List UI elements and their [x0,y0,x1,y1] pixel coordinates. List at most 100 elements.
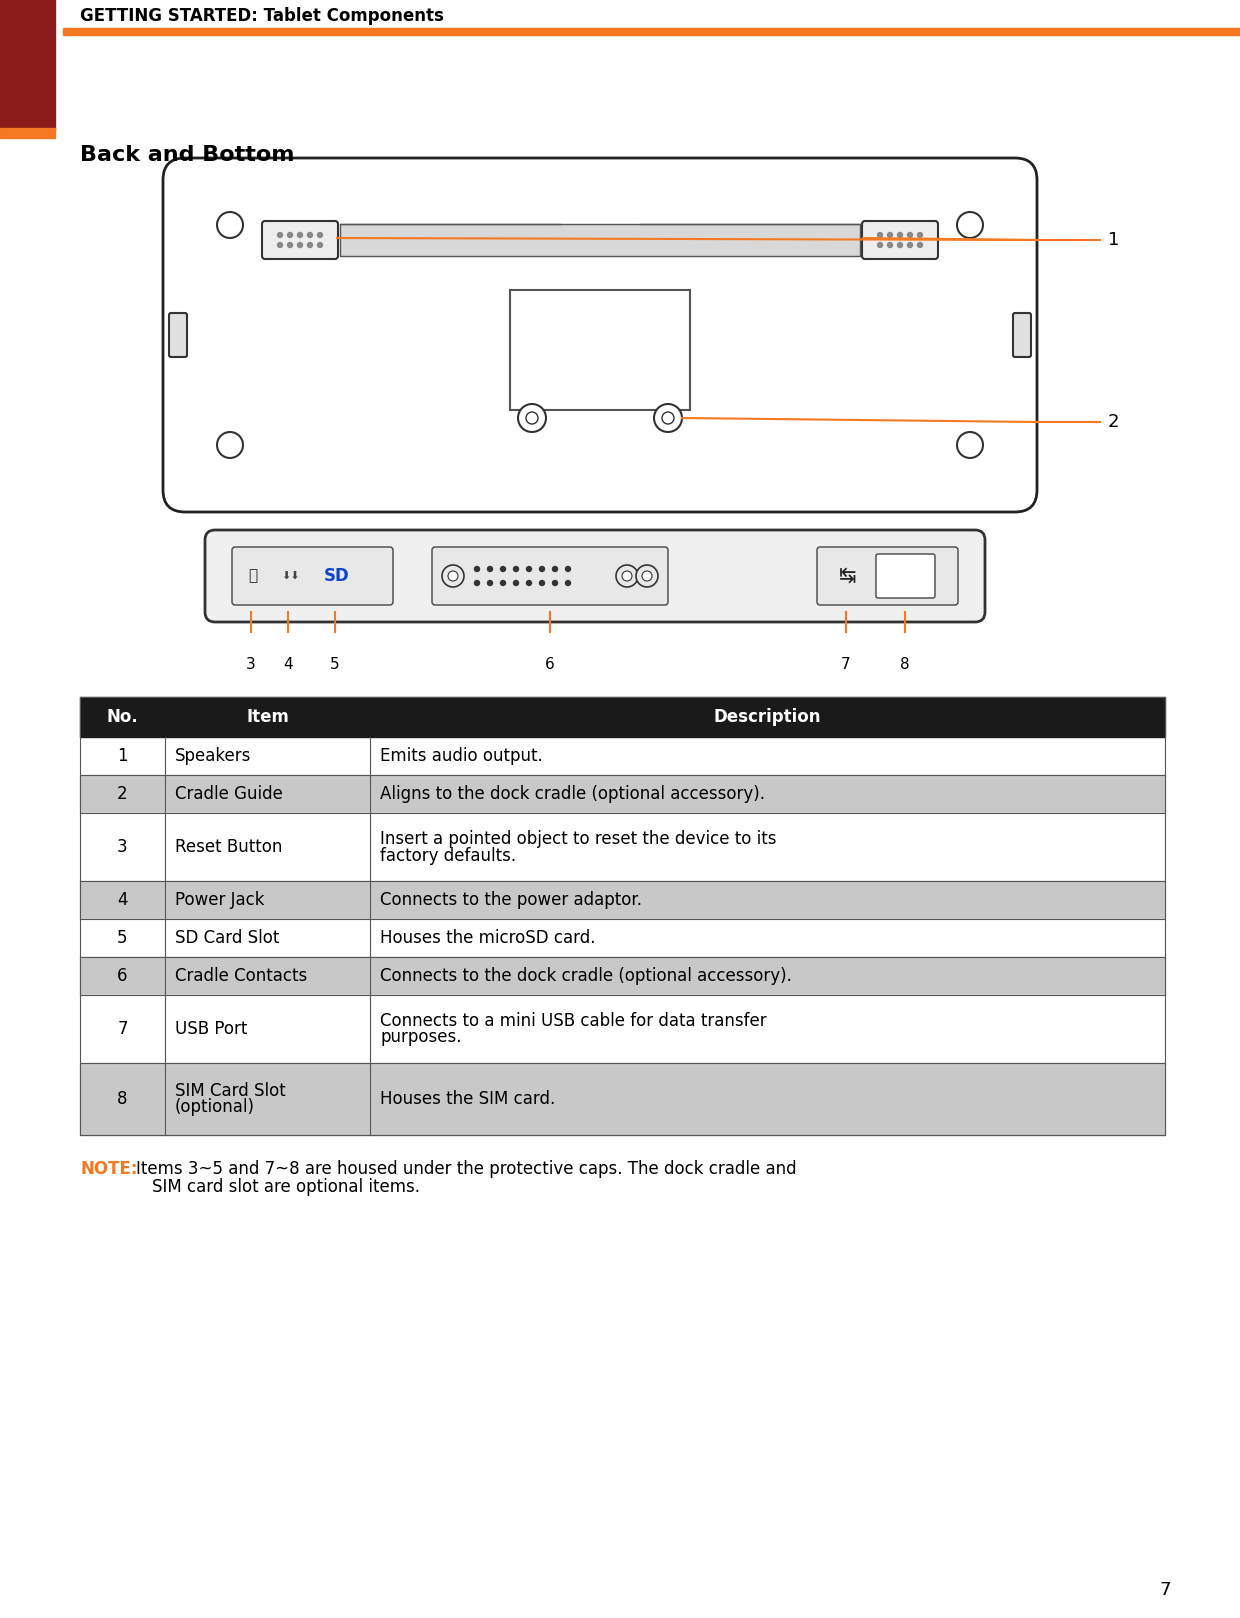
Text: Aligns to the dock cradle (optional accessory).: Aligns to the dock cradle (optional acce… [379,785,765,803]
Circle shape [918,243,923,248]
Circle shape [513,581,518,586]
Circle shape [908,243,913,248]
Circle shape [565,566,570,571]
Circle shape [957,212,983,238]
Circle shape [217,432,243,458]
Text: Insert a pointed object to reset the device to its: Insert a pointed object to reset the dev… [379,830,776,848]
Text: Description: Description [714,709,821,726]
Circle shape [298,243,303,248]
Circle shape [539,566,544,571]
Circle shape [622,571,632,581]
Text: 6: 6 [118,968,128,985]
FancyBboxPatch shape [1013,312,1030,358]
Circle shape [553,581,558,586]
Text: Connects to the dock cradle (optional accessory).: Connects to the dock cradle (optional ac… [379,968,792,985]
Text: Houses the microSD card.: Houses the microSD card. [379,929,595,947]
Text: 7: 7 [841,657,851,671]
Circle shape [526,413,538,424]
Text: 6: 6 [546,657,554,671]
Circle shape [317,233,322,238]
Text: Cradle Guide: Cradle Guide [175,785,283,803]
Circle shape [918,233,923,238]
Text: 3: 3 [246,657,255,671]
Text: SD: SD [324,566,350,586]
Circle shape [636,565,658,587]
Circle shape [888,233,893,238]
Circle shape [878,233,883,238]
Text: ⬇⬇: ⬇⬇ [280,571,299,581]
Bar [0,128,55,138]
Text: 5: 5 [118,929,128,947]
Text: 3: 3 [118,838,128,856]
Text: ENGLISH: ENGLISH [20,40,33,108]
Circle shape [616,565,639,587]
Text: Cradle Contacts: Cradle Contacts [175,968,308,985]
Circle shape [317,243,322,248]
Circle shape [288,233,293,238]
Text: SD Card Slot: SD Card Slot [175,929,279,947]
Circle shape [908,233,913,238]
Circle shape [565,581,570,586]
Text: 8: 8 [118,1091,128,1108]
Bar [81,956,1166,995]
Bar [340,223,861,256]
Circle shape [553,566,558,571]
Circle shape [308,233,312,238]
Text: Connects to the power adaptor.: Connects to the power adaptor. [379,892,642,909]
Text: 8: 8 [900,657,910,671]
Text: NOTE:: NOTE: [81,1160,138,1178]
Circle shape [888,243,893,248]
Text: purposes.: purposes. [379,1029,461,1047]
FancyBboxPatch shape [862,222,937,259]
Bar [81,812,1166,880]
Text: Back and Bottom: Back and Bottom [81,146,295,165]
Text: Item: Item [246,709,289,726]
Circle shape [487,566,492,571]
Text: Speakers: Speakers [175,748,252,765]
Bar [63,28,1240,36]
Bar [81,775,1166,812]
Text: Connects to a mini USB cable for data transfer: Connects to a mini USB cable for data tr… [379,1011,766,1029]
Text: Items 3~5 and 7~8 are housed under the protective caps. The dock cradle and: Items 3~5 and 7~8 are housed under the p… [136,1160,796,1178]
Circle shape [539,581,544,586]
FancyBboxPatch shape [817,547,959,605]
Text: 2: 2 [1109,413,1120,430]
FancyBboxPatch shape [232,547,393,605]
Circle shape [278,243,283,248]
Text: No.: No. [107,709,139,726]
Bar [81,1063,1166,1134]
Circle shape [441,565,464,587]
Text: 7: 7 [118,1019,128,1039]
Bar [81,880,1166,919]
Bar [81,919,1166,956]
Circle shape [662,413,675,424]
Circle shape [957,432,983,458]
Text: 1: 1 [1109,231,1120,249]
Text: 1: 1 [118,748,128,765]
Text: Power Jack: Power Jack [175,892,264,909]
Circle shape [501,566,506,571]
Text: factory defaults.: factory defaults. [379,846,516,864]
FancyBboxPatch shape [162,159,1037,511]
Circle shape [898,243,903,248]
Text: 4: 4 [118,892,128,909]
Circle shape [878,243,883,248]
Bar [81,995,1166,1063]
Text: SIM card slot are optional items.: SIM card slot are optional items. [153,1178,420,1196]
Circle shape [448,571,458,581]
Bar [81,697,1166,738]
Text: SIM Card Slot: SIM Card Slot [175,1082,285,1100]
Circle shape [278,233,283,238]
Circle shape [642,571,652,581]
FancyBboxPatch shape [875,553,935,599]
Circle shape [298,233,303,238]
Circle shape [527,566,532,571]
Circle shape [475,581,480,586]
Text: GETTING STARTED: Tablet Components: GETTING STARTED: Tablet Components [81,6,444,24]
Circle shape [527,581,532,586]
Circle shape [487,581,492,586]
Text: ⏻: ⏻ [248,568,258,584]
FancyBboxPatch shape [169,312,187,358]
Circle shape [653,404,682,432]
Text: Reset Button: Reset Button [175,838,283,856]
